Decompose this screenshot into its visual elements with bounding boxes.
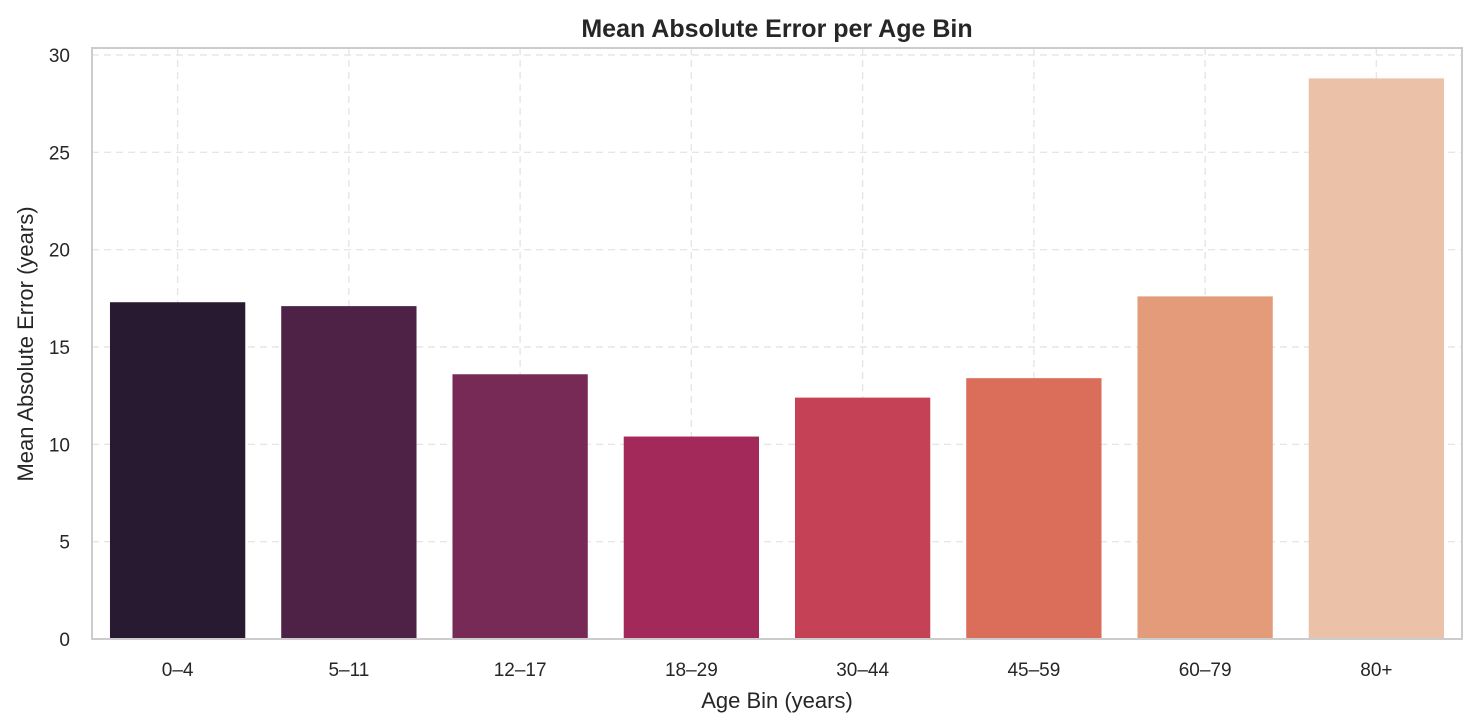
y-tick-label: 25: [49, 143, 70, 164]
x-tick-label: 45–59: [1007, 660, 1060, 681]
bar-5: [966, 378, 1102, 639]
bar-6: [1137, 296, 1273, 639]
y-tick-label: 10: [49, 435, 70, 456]
y-axis-ticks: 0 5 10 15 20 25 30: [49, 46, 70, 651]
x-axis-ticks: 0–4 5–11 12–17 18–29 30–44 45–59 60–79 80+: [162, 660, 1393, 681]
x-tick-label: 80+: [1360, 660, 1392, 681]
x-tick-label: 30–44: [836, 660, 889, 681]
plot-frame: [91, 47, 1463, 640]
x-tick-label: 18–29: [665, 660, 718, 681]
chart-title: Mean Absolute Error per Age Bin: [581, 15, 972, 43]
y-axis-label: Mean Absolute Error (years): [13, 206, 38, 481]
y-tick-label: 15: [49, 338, 70, 359]
x-tick-label: 0–4: [162, 660, 194, 681]
bar-7: [1308, 78, 1445, 640]
y-tick-label: 20: [49, 241, 70, 262]
bar-4: [794, 397, 931, 639]
y-tick-label: 0: [59, 630, 70, 651]
x-tick-label: 12–17: [494, 660, 547, 681]
x-axis-label: Age Bin (years): [701, 688, 853, 713]
x-tick-label: 60–79: [1179, 660, 1232, 681]
bars: [109, 78, 1445, 640]
bar-2: [452, 374, 588, 639]
x-tick-label: 5–11: [328, 660, 369, 681]
y-tick-label: 5: [59, 533, 70, 554]
bar-0: [109, 302, 246, 639]
bar-3: [623, 436, 760, 639]
bar-1: [281, 306, 417, 639]
y-tick-label: 30: [49, 46, 70, 67]
